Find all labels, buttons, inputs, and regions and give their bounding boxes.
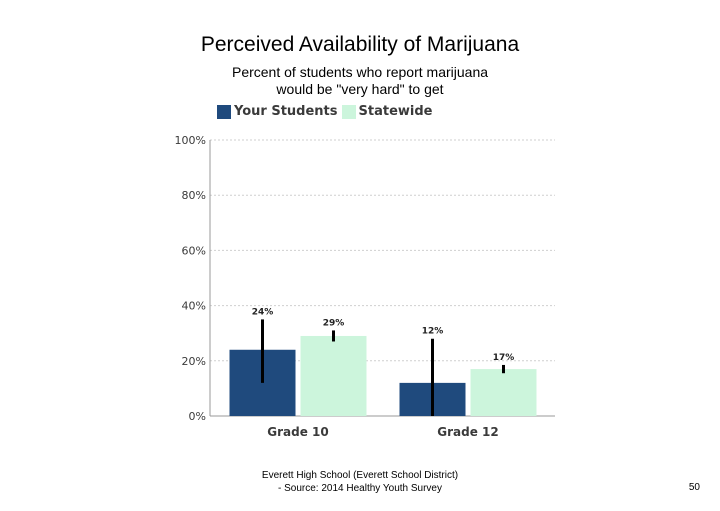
page-number: 50 [688,482,700,493]
y-tick-label: 0% [189,410,206,423]
chart-subtitle: Percent of students who report marijuana… [0,64,720,98]
footer-source: - Source: 2014 Healthy Youth Survey [278,483,442,494]
chart-title: Perceived Availability of Marijuana [200,33,520,56]
chart-legend: Your Students Statewide [217,104,437,119]
y-tick-label: 80% [182,189,206,202]
y-tick-label: 60% [182,244,206,257]
y-tick-label: 20% [182,355,206,368]
footer: Everett High School (Everett School Dist… [200,469,520,495]
legend-swatch-your-students [217,104,231,119]
bar-statewide-grade-12 [470,369,537,416]
legend-label-your-students: Your Students [234,104,338,119]
y-tick-label: 40% [182,300,206,313]
legend-swatch-statewide [341,104,356,119]
x-category-label: Grade 12 [437,425,498,439]
subtitle-text: Percent of students who report marijuana… [231,64,489,97]
footer-school: Everett High School (Everett School Dist… [261,470,459,481]
legend-item-your-students: Your Students [217,104,338,119]
legend-label-statewide: Statewide [358,104,433,119]
x-category-label: Grade 10 [267,425,328,439]
data-label: 17% [493,353,515,363]
y-tick-label: 100% [175,134,206,147]
legend-item-statewide: Statewide [341,104,433,119]
data-label: 12% [422,327,444,337]
data-label: 29% [323,318,345,328]
bar-statewide-grade-10 [300,335,367,416]
data-label: 24% [252,307,274,317]
